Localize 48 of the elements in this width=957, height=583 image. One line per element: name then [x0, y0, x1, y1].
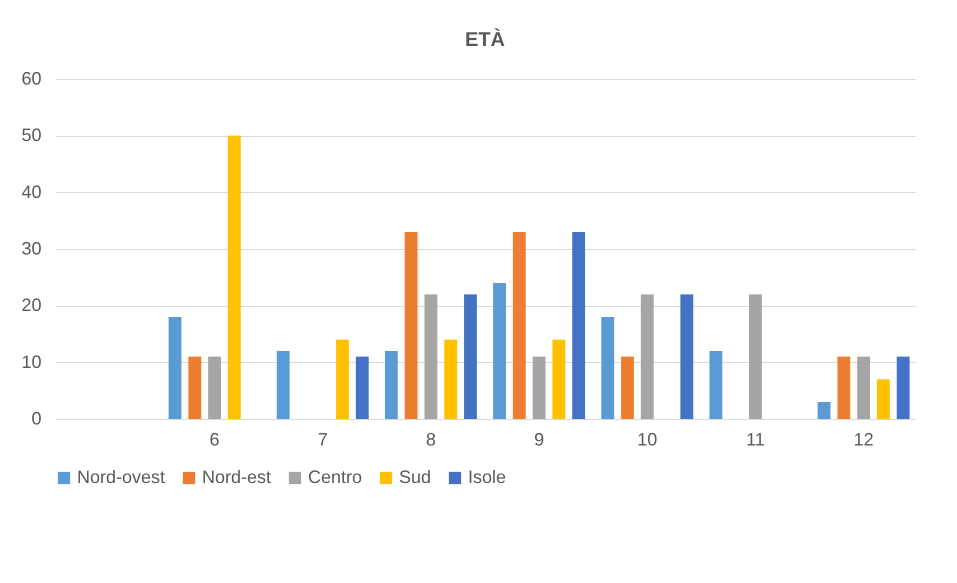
bar	[876, 379, 890, 419]
bar	[424, 294, 438, 419]
x-tick-label: 10	[637, 430, 658, 450]
bar	[208, 356, 221, 419]
chart-title: ETÀ	[465, 28, 505, 51]
bar	[572, 232, 586, 419]
bar	[188, 356, 202, 419]
bar	[621, 356, 634, 419]
bar	[493, 283, 506, 419]
y-tick-label: 20	[21, 295, 42, 316]
bar	[552, 340, 566, 419]
bar	[444, 340, 458, 419]
y-tick-label: 50	[21, 125, 42, 146]
x-tick-label: 12	[854, 430, 874, 450]
bar	[601, 317, 614, 419]
x-tick-label: 7	[318, 430, 328, 450]
y-tick-label: 30	[21, 238, 42, 258]
bar	[709, 351, 722, 419]
bar	[384, 351, 398, 419]
bar	[464, 294, 477, 419]
bar	[837, 356, 850, 419]
y-tick-label: 10	[21, 352, 42, 372]
y-tick-label: 40	[21, 182, 42, 202]
legend-label: Nord-est	[202, 467, 272, 487]
bar	[857, 356, 870, 419]
y-tick-label: 0	[31, 408, 42, 428]
y-tick-label: 60	[21, 68, 42, 88]
bar	[640, 294, 654, 419]
x-tick-label: 11	[746, 430, 765, 450]
legend-label: Nord-ovest	[77, 467, 166, 487]
bar	[818, 402, 830, 419]
legend-label: Sud	[399, 467, 432, 487]
bar	[336, 340, 349, 419]
legend-label: Isole	[468, 467, 506, 487]
bar	[276, 351, 290, 419]
x-tick-label: 9	[534, 430, 544, 450]
bar	[896, 356, 910, 419]
x-tick-label: 8	[426, 430, 436, 450]
bar	[532, 356, 546, 419]
bar	[404, 232, 418, 419]
x-tick-label: 6	[210, 430, 220, 450]
bar	[168, 317, 182, 419]
bar	[356, 356, 369, 419]
legend-label: Centro	[308, 467, 362, 487]
bar	[749, 294, 762, 419]
bar	[512, 232, 526, 419]
bar	[680, 294, 694, 419]
bar	[228, 136, 241, 419]
